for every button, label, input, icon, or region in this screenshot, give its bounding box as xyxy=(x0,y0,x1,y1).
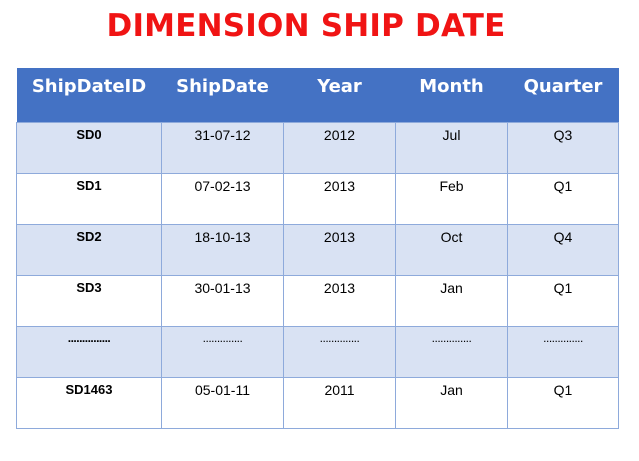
table-row: SD0 31-07-12 2012 Jul Q3 xyxy=(16,122,619,174)
table-row-ellipsis: ............... .............. .........… xyxy=(16,326,619,378)
cell-year: .............. xyxy=(283,326,396,378)
cell-month: Jul xyxy=(395,122,508,174)
cell-month: Jan xyxy=(395,275,508,327)
cell-month: Feb xyxy=(395,173,508,225)
ship-date-table: ShipDateID ShipDate Year Month Quarter S… xyxy=(16,68,619,429)
cell-year: 2011 xyxy=(283,377,396,429)
header-shipdateid: ShipDateID xyxy=(16,68,162,123)
cell-quarter: Q1 xyxy=(507,173,619,225)
header-shipdate: ShipDate xyxy=(161,68,284,123)
table-header-row: ShipDateID ShipDate Year Month Quarter xyxy=(16,68,619,123)
cell-shipdateid: SD0 xyxy=(16,122,162,174)
cell-shipdateid: SD1463 xyxy=(16,377,162,429)
header-year: Year xyxy=(283,68,396,123)
cell-quarter: .............. xyxy=(507,326,619,378)
cell-shipdate: 07-02-13 xyxy=(161,173,284,225)
cell-month: Oct xyxy=(395,224,508,276)
table-row: SD1 07-02-13 2013 Feb Q1 xyxy=(16,173,619,225)
cell-shipdate: 05-01-11 xyxy=(161,377,284,429)
cell-shipdateid: SD3 xyxy=(16,275,162,327)
cell-shipdateid: ............... xyxy=(16,326,162,378)
cell-quarter: Q1 xyxy=(507,275,619,327)
page-title: DIMENSION SHIP DATE xyxy=(106,8,506,44)
cell-shipdate: .............. xyxy=(161,326,284,378)
cell-shipdateid: SD1 xyxy=(16,173,162,225)
table-row: SD1463 05-01-11 2011 Jan Q1 xyxy=(16,377,619,429)
table-row: SD2 18-10-13 2013 Oct Q4 xyxy=(16,224,619,276)
cell-shipdate: 30-01-13 xyxy=(161,275,284,327)
cell-month: Jan xyxy=(395,377,508,429)
cell-year: 2013 xyxy=(283,173,396,225)
cell-shipdateid: SD2 xyxy=(16,224,162,276)
table-row: SD3 30-01-13 2013 Jan Q1 xyxy=(16,275,619,327)
cell-quarter: Q3 xyxy=(507,122,619,174)
cell-year: 2012 xyxy=(283,122,396,174)
cell-shipdate: 31-07-12 xyxy=(161,122,284,174)
cell-year: 2013 xyxy=(283,275,396,327)
cell-quarter: Q4 xyxy=(507,224,619,276)
cell-month: .............. xyxy=(395,326,508,378)
cell-shipdate: 18-10-13 xyxy=(161,224,284,276)
header-month: Month xyxy=(395,68,508,123)
header-quarter: Quarter xyxy=(507,68,619,123)
cell-quarter: Q1 xyxy=(507,377,619,429)
cell-year: 2013 xyxy=(283,224,396,276)
